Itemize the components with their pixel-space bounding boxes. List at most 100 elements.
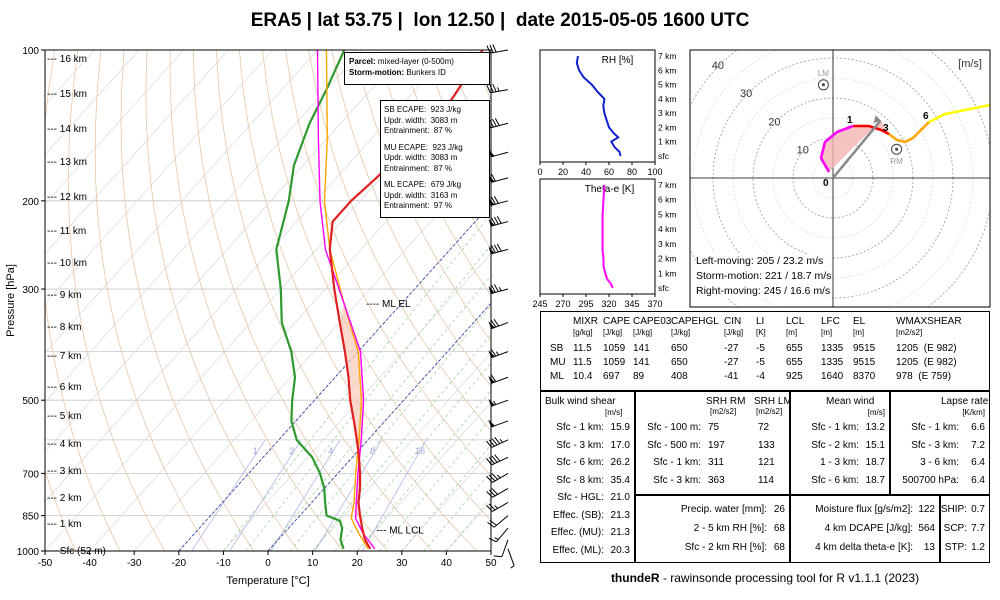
wind-barb: [486, 487, 509, 498]
srh-label: Sfc - 500 m:: [647, 439, 701, 451]
barb-full: [491, 284, 496, 293]
flux-value: 13: [923, 542, 935, 553]
flux-label: Moisture flux [g/s/m2]:: [815, 504, 913, 515]
mixing-ratio-label: 1: [253, 446, 258, 456]
dry-adiabat: [67, 50, 166, 551]
bulk-value: 26.2: [610, 457, 630, 468]
lm-label: LM: [818, 69, 829, 78]
legend-storm-motion: Storm-motion: 221 / 18.7 m/s: [696, 270, 832, 282]
srh-label: Sfc - 3 km:: [653, 474, 701, 486]
profile-xtick-label: 40: [581, 167, 591, 177]
composite-value: 0.7: [971, 504, 985, 515]
barb-full: [489, 84, 494, 93]
hodo-segment: [888, 121, 930, 144]
parcel-cell: -41: [724, 371, 739, 382]
srh-lm-value: 72: [758, 422, 770, 433]
barb-full: [486, 440, 493, 448]
hodo-height-label: 1: [847, 115, 853, 126]
mixing-ratio-line: [191, 439, 266, 551]
ecape-row: SB ECAPE: 923 J/kg: [384, 105, 461, 114]
barb-full: [494, 436, 501, 444]
x-tick-label: 10: [307, 558, 319, 569]
barb-half: [496, 474, 501, 479]
parcel-cell: 9515: [853, 343, 876, 354]
parcel-col-header: EL: [853, 316, 866, 327]
barb-full: [488, 439, 495, 447]
bulk-value: 15.9: [610, 422, 630, 433]
storm-motion-arrow: [832, 119, 882, 179]
flux-label: 4 km DCAPE [J/kg]:: [824, 523, 913, 534]
profile-xtick-label: 370: [647, 299, 662, 309]
composite-table: SHIP: 0.7 SCP: 7.7 STP: 1.2: [940, 495, 990, 563]
height-label: --- 2 km: [47, 493, 81, 504]
srh-rm-value: 75: [708, 422, 720, 433]
bulk-label: Sfc - 8 km:: [556, 474, 604, 486]
barb-full: [486, 458, 493, 466]
barb-flag: [488, 350, 495, 358]
moisture-label: Precip. water [mm]:: [680, 504, 767, 515]
parcel-cell: 925: [786, 371, 803, 382]
page-title: ERA5 | lat 53.75 | lon 12.50 | date 2015…: [250, 10, 750, 31]
profile-xtick-label: 80: [627, 167, 637, 177]
wind-barb: [493, 539, 509, 558]
barb-full: [491, 173, 496, 182]
moist-adiabat: [289, 304, 491, 551]
dry-adiabat: [45, 50, 121, 551]
bulk-title: Bulk wind shear: [545, 396, 616, 407]
barb-full: [491, 455, 498, 463]
ecape-box: SB ECAPE: 923 J/kg Updr. width: 3083 m Ent…: [380, 100, 490, 218]
barb-full: [493, 195, 499, 204]
barb-full: [493, 318, 500, 327]
barb-staff: [490, 49, 509, 54]
footer-tool-desc: - rawinsonde processing tool for R v1.1.…: [659, 571, 920, 585]
wind-barb: [488, 527, 509, 543]
bulk-label: Sfc - 6 km:: [556, 457, 604, 468]
composite-label: SHIP:: [940, 504, 967, 515]
wind-barb: [488, 419, 509, 428]
barb-flag: [488, 419, 495, 428]
lapse-rate-label: 500700 hPa:: [902, 474, 959, 486]
barb-full: [492, 84, 497, 92]
profile-ytick: 3 km: [658, 108, 676, 118]
flux-value: 564: [918, 523, 935, 534]
srh-rm-value: 197: [708, 439, 725, 451]
barb-half: [497, 87, 500, 92]
parcel-cell: 1335: [821, 357, 844, 368]
dry-adiabat: [377, 50, 491, 297]
wind-barb: [488, 173, 509, 184]
moist-adiabat: [379, 417, 491, 551]
wind-barb: [488, 284, 509, 295]
parcel-cell: 141: [633, 357, 650, 368]
srh-lm-value: 133: [758, 439, 775, 451]
virtual-parcel-line: [316, 50, 376, 550]
mixing-ratio-label: 4: [328, 446, 333, 456]
barb-full: [490, 319, 497, 328]
y-axis-label: Pressure [hPa]: [5, 264, 17, 337]
lapse-rate-label: Sfc - 3 km:: [911, 439, 959, 451]
bulk-value: 21.0: [610, 492, 630, 503]
wind-barb: [488, 215, 509, 227]
barb-flag: [488, 285, 495, 294]
parcel-col-header: CAPEHGL: [671, 316, 719, 327]
parcel-cell: 1640: [821, 371, 844, 382]
isotherm-line: [133, 154, 491, 551]
barb-full: [488, 489, 496, 497]
mean-wind-value: 18.7: [865, 457, 885, 468]
rm-marker-dot: [895, 147, 899, 151]
barb-full: [486, 476, 493, 483]
bulk-label: Sfc - HGL:: [557, 492, 604, 503]
ecape-row: Entrainment: 87 %: [384, 126, 453, 135]
hodo-height-label: 0: [823, 178, 829, 189]
parcel-cell: 1205 (E 982): [896, 357, 957, 368]
srh-col2-title: SRH LM: [754, 396, 792, 407]
lm-marker-dot: [821, 83, 825, 87]
hodo-ring-label: 20: [768, 116, 780, 128]
srh-lm-value: 114: [758, 474, 774, 486]
isotherm-line: [356, 401, 491, 551]
hodograph-legend: Left-moving: 205 / 23.2 m/s Storm-motion…: [696, 254, 832, 299]
parcel-value: mixed-layer (0-500m): [375, 57, 454, 66]
bulk-label: Sfc - 3 km:: [556, 439, 604, 451]
parcel-col-header: WMAXSHEAR: [896, 316, 962, 327]
lapse-rate-unit: [K/km]: [962, 408, 985, 417]
